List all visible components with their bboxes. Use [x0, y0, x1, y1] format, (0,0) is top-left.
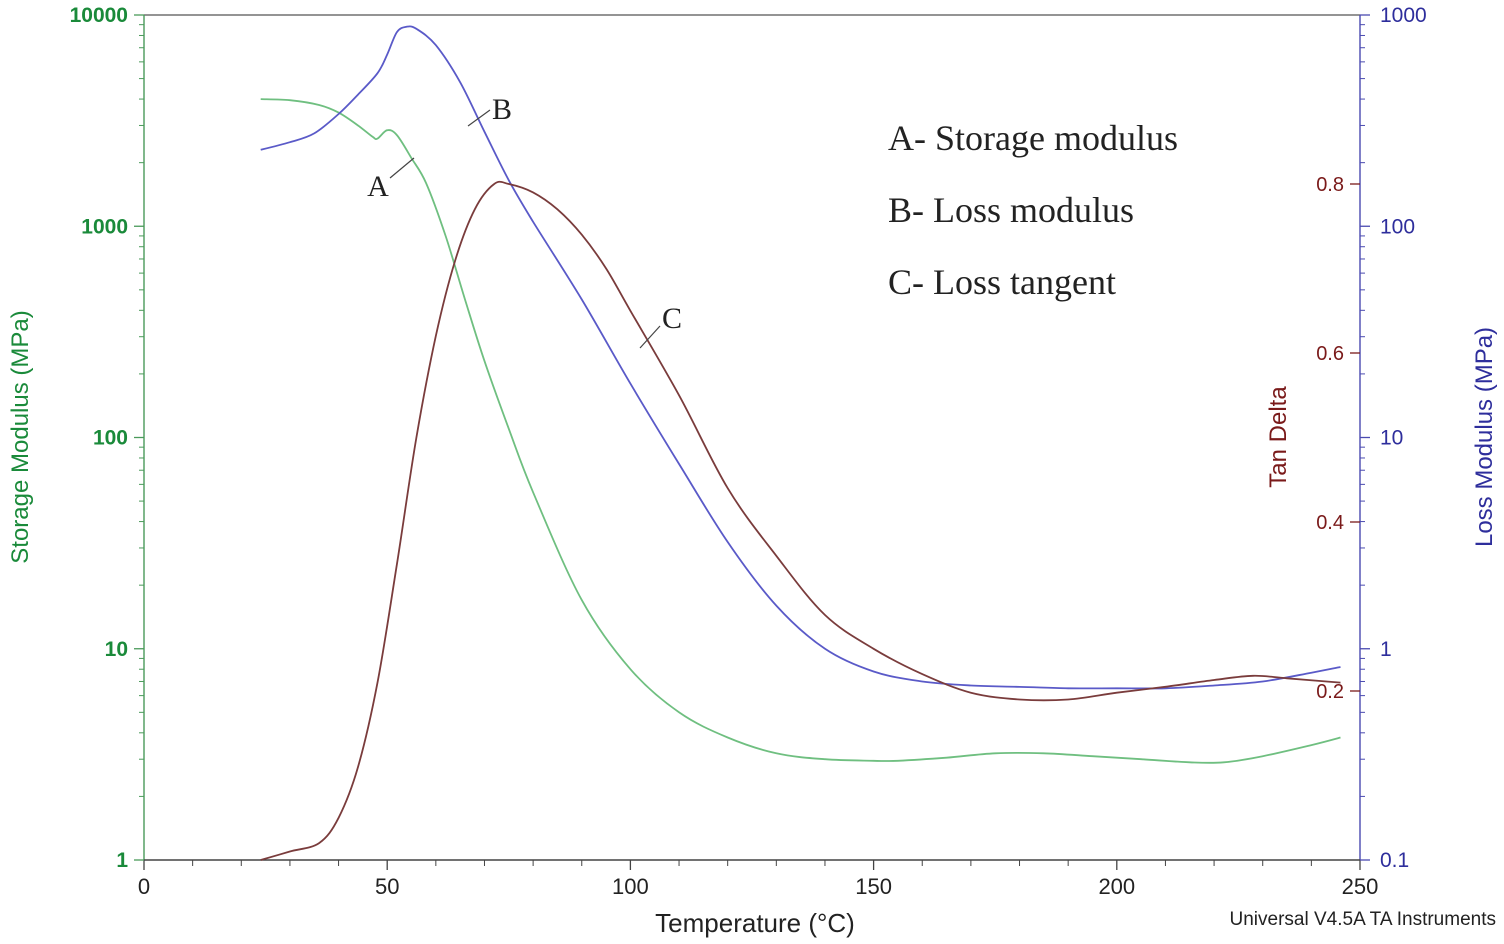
left-tick-label: 1	[116, 849, 128, 872]
left-tick-label: 1000	[81, 215, 128, 238]
annotation-layer: A B C	[367, 93, 682, 349]
tan-tick-label: 0.6	[1316, 343, 1344, 365]
left-axis-title: Storage Modulus (MPa)	[7, 310, 34, 563]
legend-entry-c: C- Loss tangent	[888, 262, 1116, 302]
left-tick-label: 10	[105, 638, 128, 661]
series-b-line	[260, 25, 1341, 690]
x-tick-label: 250	[1342, 874, 1379, 899]
right-tick-label: 100	[1380, 215, 1415, 238]
loss-axis-title: Loss Modulus (MPa)	[1471, 327, 1498, 547]
right-tick-label: 10	[1380, 427, 1403, 450]
x-tick-label: 50	[375, 874, 399, 899]
footer-credit: Universal V4.5A TA Instruments	[1230, 909, 1496, 930]
legend: A- Storage modulus B- Loss modulus C- Lo…	[888, 118, 1178, 302]
annotation-leader-a	[389, 157, 415, 179]
tan-tick-label: 0.8	[1316, 174, 1344, 196]
series-c-line	[260, 180, 1341, 861]
series-layer	[260, 25, 1341, 861]
right-tick-label: 0.1	[1380, 849, 1409, 872]
x-tick-label: 150	[855, 874, 892, 899]
tan-tick-label: 0.2	[1316, 681, 1344, 703]
legend-entry-a: A- Storage modulus	[888, 118, 1178, 158]
annotation-leader-b	[467, 109, 491, 127]
left-tick-label: 10000	[70, 4, 128, 27]
annotation-label-c: C	[662, 302, 682, 335]
axis-ticks: 0 50 100 150 200 250 1 10 100 1000 10000 0.1 1 10 100 1…	[70, 4, 1427, 899]
left-tick-label: 100	[93, 427, 128, 450]
x-tick-label: 100	[612, 874, 649, 899]
x-tick-label: 200	[1098, 874, 1135, 899]
legend-entry-b: B- Loss modulus	[888, 190, 1134, 230]
series-a-line	[260, 98, 1341, 764]
tan-tick-label: 0.4	[1316, 512, 1344, 534]
right-tick-label: 1	[1380, 638, 1392, 661]
x-axis-title: Temperature (°C)	[655, 908, 855, 938]
annotation-leader-c	[639, 325, 661, 349]
right-tick-label: 1000	[1380, 4, 1427, 27]
tan-axis-title: Tan Delta	[1265, 386, 1292, 488]
annotation-label-a: A	[367, 170, 389, 203]
x-tick-label: 0	[138, 874, 150, 899]
annotation-label-b: B	[492, 93, 512, 126]
